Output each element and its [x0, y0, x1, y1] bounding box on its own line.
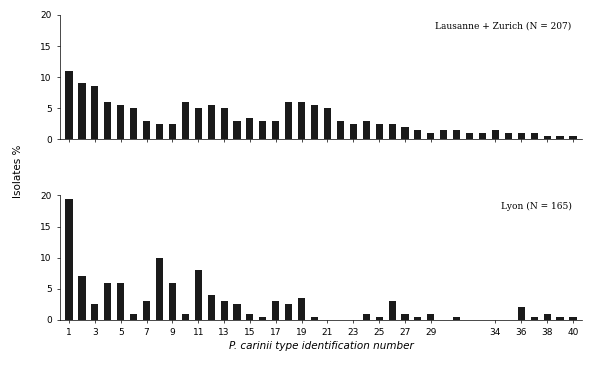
Bar	[466, 133, 473, 140]
Bar	[247, 314, 253, 320]
Bar	[233, 304, 241, 320]
Bar	[79, 276, 86, 320]
Bar	[453, 317, 460, 320]
Bar	[530, 317, 538, 320]
Bar	[350, 124, 357, 140]
Bar	[156, 124, 163, 140]
Bar	[272, 301, 280, 320]
Bar	[505, 133, 512, 140]
Bar	[156, 258, 163, 320]
Bar	[285, 102, 292, 140]
Bar	[479, 133, 486, 140]
Bar	[65, 199, 73, 320]
Bar	[169, 283, 176, 320]
Bar	[259, 121, 266, 140]
Bar	[65, 71, 73, 140]
Bar	[117, 283, 124, 320]
X-axis label: P. carinii type identification number: P. carinii type identification number	[229, 341, 413, 352]
Bar	[208, 295, 215, 320]
Text: Isolates %: Isolates %	[13, 144, 23, 198]
Bar	[569, 317, 577, 320]
Bar	[544, 136, 551, 140]
Bar	[415, 130, 421, 140]
Bar	[182, 314, 189, 320]
Bar	[298, 298, 305, 320]
Bar	[194, 270, 202, 320]
Bar	[427, 133, 434, 140]
Bar	[337, 121, 344, 140]
Bar	[117, 105, 124, 140]
Bar	[91, 86, 98, 140]
Bar	[169, 124, 176, 140]
Bar	[518, 133, 525, 140]
Bar	[298, 102, 305, 140]
Bar	[259, 317, 266, 320]
Bar	[130, 108, 137, 140]
Bar	[440, 130, 448, 140]
Bar	[427, 314, 434, 320]
Bar	[362, 121, 370, 140]
Text: Lyon (N = 165): Lyon (N = 165)	[500, 202, 572, 211]
Bar	[415, 317, 421, 320]
Bar	[453, 130, 460, 140]
Bar	[233, 121, 241, 140]
Bar	[194, 108, 202, 140]
Bar	[143, 301, 150, 320]
Bar	[182, 102, 189, 140]
Bar	[569, 136, 577, 140]
Bar	[376, 317, 383, 320]
Bar	[104, 102, 112, 140]
Bar	[91, 304, 98, 320]
Bar	[285, 304, 292, 320]
Bar	[208, 105, 215, 140]
Bar	[492, 130, 499, 140]
Bar	[324, 108, 331, 140]
Bar	[221, 301, 227, 320]
Bar	[389, 124, 395, 140]
Text: Lausanne + Zurich (N = 207): Lausanne + Zurich (N = 207)	[436, 21, 572, 30]
Bar	[247, 118, 253, 140]
Bar	[104, 283, 112, 320]
Bar	[143, 121, 150, 140]
Bar	[389, 301, 395, 320]
Bar	[556, 136, 563, 140]
Bar	[544, 314, 551, 320]
Bar	[311, 105, 318, 140]
Bar	[272, 121, 280, 140]
Bar	[401, 314, 409, 320]
Bar	[311, 317, 318, 320]
Bar	[401, 127, 409, 140]
Bar	[130, 314, 137, 320]
Bar	[362, 314, 370, 320]
Bar	[376, 124, 383, 140]
Bar	[518, 308, 525, 320]
Bar	[79, 83, 86, 140]
Bar	[556, 317, 563, 320]
Bar	[221, 108, 227, 140]
Bar	[530, 133, 538, 140]
